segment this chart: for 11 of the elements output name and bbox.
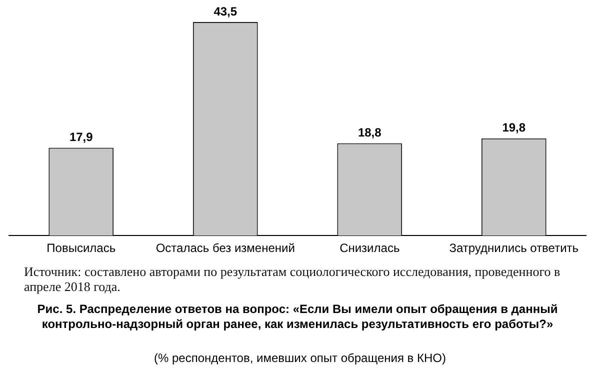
x-tick-label: Осталась без изменений [156,241,295,256]
x-tick-label: Затруднились ответить [449,241,579,256]
data-label: 43,5 [214,4,238,18]
data-label: 18,8 [358,126,382,140]
data-label: 17,9 [69,130,94,144]
x-tick-label: Снизилась [340,241,400,256]
text: Рис. 5. Распределение ответов на вопрос: «Если Вы имели опыт обращения в данный контрольно-надзорный орган ранее, как изменилась результативность его работы?» [36,302,559,332]
data-label: 19,8 [502,120,526,135]
text: Источник: составлено авторами по результатам социологического исследования, проведенного в апреле 2018 года. [24,264,562,294]
x-tick-label: Повысилась [46,241,116,256]
text: (% респондентов, имевших опыт обращения в КНО) [153,351,447,366]
